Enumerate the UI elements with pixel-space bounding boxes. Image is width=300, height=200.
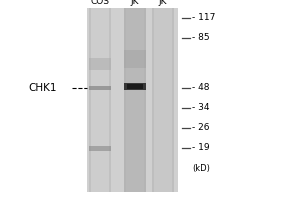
Bar <box>89 146 111 151</box>
Text: - 117: - 117 <box>192 14 215 22</box>
Bar <box>89 8 111 192</box>
Text: (kD): (kD) <box>192 164 210 172</box>
Text: JK: JK <box>131 0 139 6</box>
Bar <box>152 8 154 192</box>
Bar <box>124 50 146 68</box>
Bar <box>89 8 91 192</box>
Bar <box>124 8 126 192</box>
Bar <box>172 8 174 192</box>
Text: JK: JK <box>159 0 167 6</box>
Text: - 19: - 19 <box>192 144 210 152</box>
Bar <box>124 83 146 90</box>
Text: CHK1: CHK1 <box>28 83 56 93</box>
Text: - 85: - 85 <box>192 33 210 43</box>
Bar <box>124 8 146 192</box>
Bar <box>89 58 111 70</box>
Text: - 48: - 48 <box>192 84 209 92</box>
Text: - 26: - 26 <box>192 123 209 132</box>
Bar <box>109 8 111 192</box>
Text: - 34: - 34 <box>192 104 209 112</box>
Bar <box>152 8 174 192</box>
Bar <box>127 84 143 89</box>
Bar <box>87 8 178 192</box>
Text: COS: COS <box>91 0 110 6</box>
Bar <box>89 86 111 90</box>
Bar <box>144 8 146 192</box>
